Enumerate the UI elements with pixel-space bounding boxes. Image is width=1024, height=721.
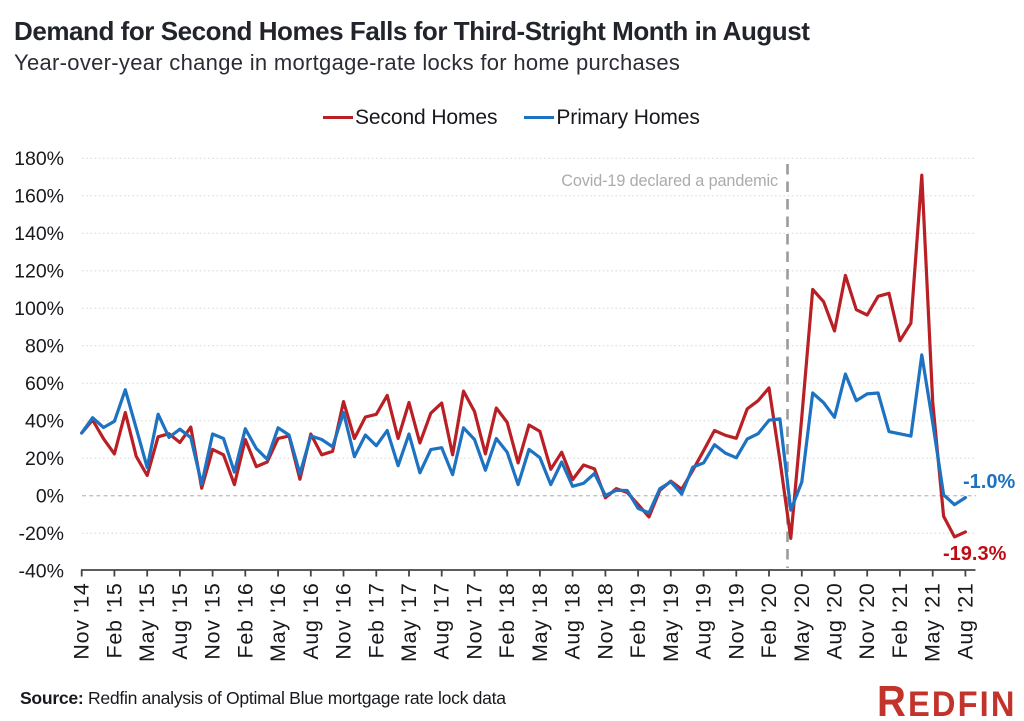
svg-text:Aug '16: Aug '16 [299,583,323,660]
svg-text:May '16: May '16 [266,583,290,662]
svg-text:20%: 20% [25,448,64,470]
svg-text:REDFIN: REDFIN [877,676,1017,721]
svg-text:-19.3%: -19.3% [943,543,1007,565]
svg-text:40%: 40% [25,411,64,433]
svg-text:Nov '20: Nov '20 [855,583,879,660]
svg-text:May '18: May '18 [528,583,552,662]
svg-text:-20%: -20% [18,523,64,545]
svg-text:Aug '19: Aug '19 [692,583,716,660]
svg-text:Nov '17: Nov '17 [463,583,487,660]
svg-text:Feb '21: Feb '21 [888,583,912,659]
svg-text:Nov '19: Nov '19 [724,583,748,660]
svg-text:Covid-19 declared a pandemic: Covid-19 declared a pandemic [561,172,778,190]
svg-text:Nov '15: Nov '15 [201,583,225,660]
svg-text:Aug '17: Aug '17 [430,583,454,660]
svg-text:May '19: May '19 [659,583,683,662]
svg-text:-40%: -40% [18,561,64,583]
svg-text:Nov '18: Nov '18 [593,583,617,660]
svg-text:0%: 0% [36,486,64,508]
svg-text:-1.0%: -1.0% [963,471,1015,493]
svg-text:80%: 80% [25,336,64,358]
svg-text:120%: 120% [14,261,64,283]
svg-text:Feb '15: Feb '15 [102,583,126,659]
svg-text:May '15: May '15 [135,583,159,662]
svg-text:Feb '20: Feb '20 [757,583,781,659]
svg-text:Aug '18: Aug '18 [561,583,585,660]
svg-text:May '21: May '21 [921,583,945,662]
svg-text:180%: 180% [14,148,64,170]
svg-text:May '20: May '20 [790,583,814,662]
svg-text:160%: 160% [14,186,64,208]
svg-text:Feb '18: Feb '18 [495,583,519,659]
svg-text:Aug '21: Aug '21 [953,583,977,660]
svg-text:100%: 100% [14,298,64,320]
svg-text:Nov '14: Nov '14 [70,583,94,660]
svg-text:Aug '20: Aug '20 [823,583,847,660]
svg-text:Feb '16: Feb '16 [233,583,257,659]
svg-text:Nov '16: Nov '16 [332,583,356,660]
svg-text:May '17: May '17 [397,583,421,662]
svg-text:140%: 140% [14,223,64,245]
svg-text:60%: 60% [25,373,64,395]
svg-text:Aug '15: Aug '15 [168,583,192,660]
svg-text:Feb '19: Feb '19 [626,583,650,659]
svg-text:Feb '17: Feb '17 [364,583,388,659]
